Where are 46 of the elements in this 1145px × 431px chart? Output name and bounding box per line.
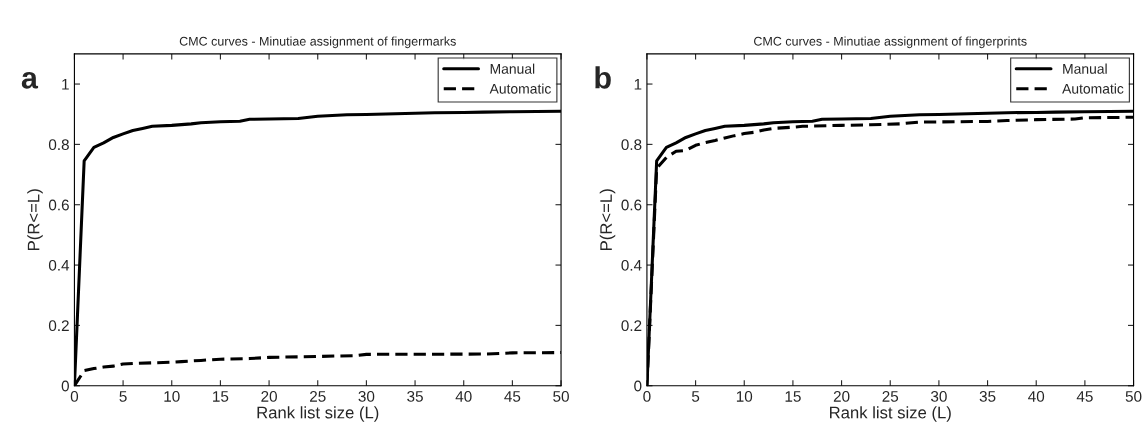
y-tick-label: 1 [62, 79, 69, 90]
legend-label: Manual [490, 63, 535, 74]
x-tick-label: 5 [119, 391, 127, 402]
y-tick-label: 0.2 [48, 320, 69, 332]
x-tick-label: 30 [358, 391, 375, 402]
x-tick-label: 50 [1125, 391, 1142, 402]
y-tick-label: 0 [634, 380, 642, 392]
x-tick-label: 0 [643, 391, 651, 402]
x-tick-label: 10 [164, 391, 180, 402]
x-tick-label: 25 [882, 391, 899, 402]
chart-title: CMC curves - Minutiae assignment of fingerprints [754, 36, 1027, 49]
y-tick-label: 0.8 [48, 139, 69, 151]
x-tick-label: 15 [785, 391, 801, 402]
x-tick-label: 15 [213, 391, 229, 402]
y-tick-label: 0.6 [48, 199, 69, 211]
legend-label: Manual [1063, 63, 1107, 74]
x-tick-label: 20 [833, 391, 850, 402]
y-tick-label: 0.4 [48, 259, 70, 271]
y-axis-title: P(R<=L) [27, 189, 43, 250]
x-tick-label: 45 [1076, 391, 1093, 402]
y-tick-label: 0.8 [621, 139, 642, 151]
x-tick-label: 40 [1028, 391, 1045, 402]
y-tick-label: 1 [634, 79, 642, 90]
chart-title: CMC curves - Minutiae assignment of fingermarks [179, 36, 456, 49]
x-tick-label: 20 [261, 391, 277, 402]
x-tick-label: 10 [736, 391, 753, 402]
x-tick-label: 25 [310, 391, 326, 402]
y-tick-label: 0.6 [621, 199, 642, 211]
x-tick-label: 30 [930, 391, 947, 402]
x-tick-label: 45 [504, 391, 521, 402]
x-tick-label: 50 [553, 391, 569, 402]
x-tick-label: 0 [70, 391, 79, 402]
x-tick-label: 35 [979, 391, 996, 402]
y-tick-label: 0.4 [621, 259, 642, 271]
x-tick-label: 5 [691, 391, 700, 402]
text: b [595, 66, 611, 89]
y-tick-label: 0 [61, 380, 69, 392]
x-tick-label: 40 [455, 391, 472, 402]
text: a [21, 71, 39, 89]
x-axis-title: Rank list size (L) [257, 406, 379, 422]
x-tick-label: 35 [407, 391, 423, 402]
x-axis-title: Rank list size (L) [830, 406, 951, 422]
legend-label: Automatic [1062, 83, 1124, 94]
y-tick-label: 0.2 [621, 320, 642, 332]
y-axis-title: P(R<=L) [599, 189, 616, 250]
legend-label: Automatic [489, 83, 551, 94]
